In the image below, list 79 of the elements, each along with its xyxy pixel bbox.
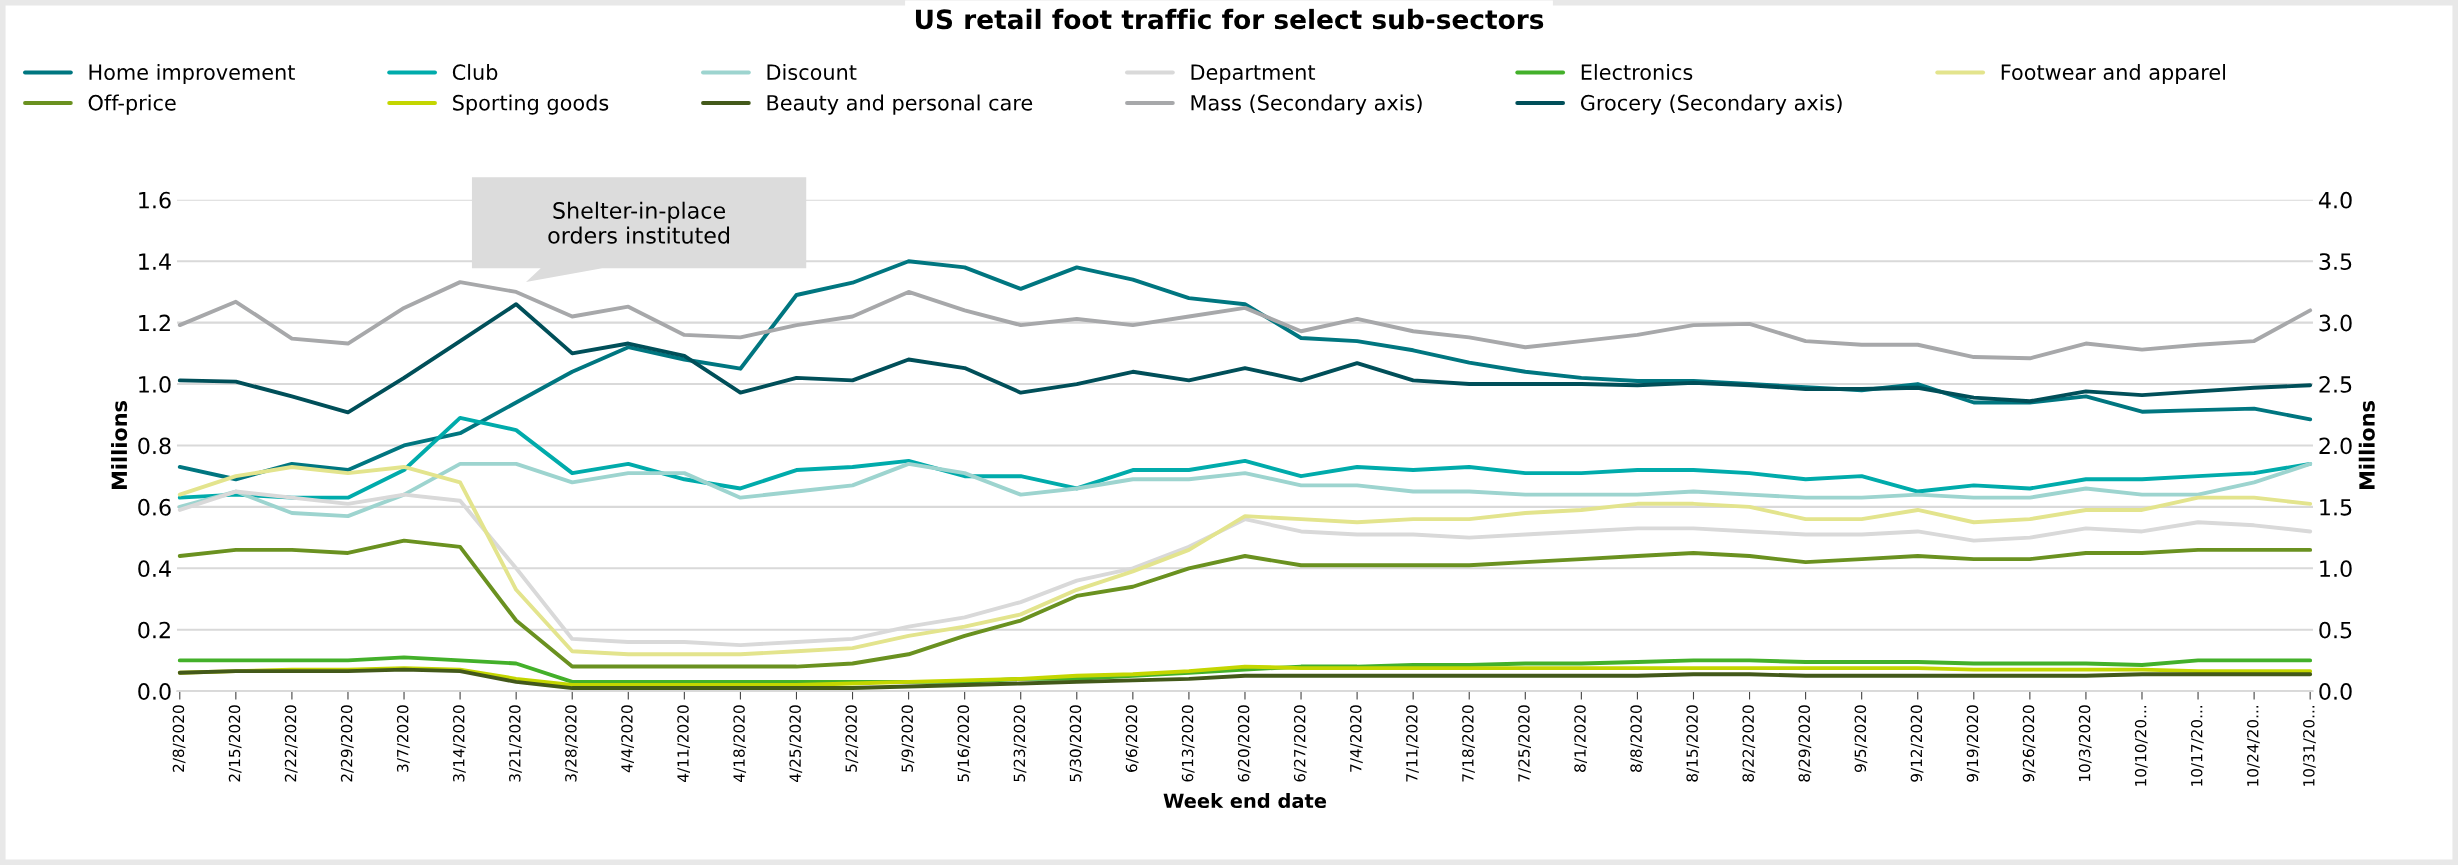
x-tick-label: 10/17/20... — [2190, 705, 2204, 786]
y-tick-label: 0.0 — [138, 683, 171, 700]
x-tick-label: 10/3/2020 — [2078, 705, 2092, 781]
x-tick-label: 4/25/2020 — [789, 705, 803, 782]
legend-label: Off-price — [88, 94, 176, 115]
x-tick-label: 7/11/2020 — [1406, 705, 1419, 782]
annotation: Shelter-in-place orders instituted — [548, 201, 730, 244]
legend-label: Department — [1191, 64, 1316, 85]
legend-label: Club — [452, 63, 498, 81]
y-tick-label: 1.6 — [139, 191, 171, 209]
y-tick-label: 1.2 — [139, 314, 170, 332]
line-series — [177, 465, 2313, 657]
x-tick-label: 2/29/2020 — [340, 705, 354, 782]
x-tick-label: 4/18/2020 — [733, 705, 747, 782]
x-tick-label: 7/18/2020 — [1462, 705, 1475, 782]
legend-label: Home improvement — [89, 63, 295, 85]
x-tick-label: 5/9/2020 — [901, 705, 915, 772]
legend-label: Footwear and apparel — [2001, 63, 2225, 85]
legend-label: Beauty and personal care — [767, 94, 1033, 115]
y-tick-label: 0.2 — [138, 621, 170, 639]
x-tick-label: 2/22/2020 — [284, 705, 298, 782]
x-tick-label: 5/16/2020 — [957, 705, 971, 782]
x-tick-label: 2/8/2020 — [172, 705, 186, 772]
y-axis-title: Millions — [111, 401, 128, 489]
x-tick-label: 7/4/2020 — [1349, 705, 1363, 772]
x-tick-label: 3/14/2020 — [452, 705, 466, 782]
x-tick-label: 5/30/2020 — [1069, 705, 1083, 782]
x-tick-label: 10/24/20... — [2246, 705, 2260, 786]
y-tick-label: 0.6 — [138, 498, 171, 516]
y2-axis-title: Millions — [2358, 401, 2375, 489]
x-tick-label: 4/11/2020 — [677, 705, 690, 782]
x-tick-label: 5/2/2020 — [845, 705, 859, 772]
x-tick-label: 5/23/2020 — [1013, 705, 1027, 782]
line-series — [177, 461, 2313, 519]
x-tick-label: 7/25/2020 — [1518, 705, 1531, 782]
chart-title: US retail foot traffic for select sub-sectors — [915, 8, 1544, 30]
y-tick-label: 0.4 — [138, 560, 171, 578]
x-tick-label: 3/21/2020 — [509, 705, 522, 782]
y2-tick-label: 0.5 — [2319, 621, 2352, 639]
x-tick-label: 10/10/20... — [2134, 705, 2148, 786]
y2-tick-label: 0.0 — [2319, 683, 2352, 700]
x-tick-label: 9/5/2020 — [1854, 705, 1868, 772]
x-tick-label: 6/13/2020 — [1181, 705, 1195, 782]
x-tick-label: 6/27/2020 — [1293, 705, 1307, 782]
y-tick-label: 0.8 — [138, 437, 171, 455]
legend-label: Electronics — [1581, 63, 1693, 81]
x-axis-title: Week end date — [1163, 793, 1327, 809]
y2-tick-label: 1.0 — [2320, 560, 2352, 578]
x-tick-label: 4/4/2020 — [621, 705, 634, 773]
y2-tick-label: 2.0 — [2319, 437, 2352, 455]
y2-tick-label: 2.5 — [2319, 376, 2352, 393]
x-tick-label: 8/8/2020 — [1630, 705, 1644, 772]
x-tick-label: 3/28/2020 — [565, 705, 578, 782]
x-tick-label: 9/12/2020 — [1910, 705, 1924, 782]
y2-tick-label: 3.0 — [2319, 314, 2352, 332]
line-series — [177, 489, 2313, 648]
x-tick-label: 6/20/2020 — [1237, 705, 1251, 782]
line-series — [177, 302, 2313, 415]
x-tick-label: 8/22/2020 — [1742, 705, 1756, 782]
legend-label: Mass (Secondary axis) — [1191, 94, 1422, 115]
legend-label: Grocery (Secondary axis) — [1580, 94, 1842, 115]
x-tick-label: 9/26/2020 — [2022, 705, 2036, 782]
line-series — [177, 538, 2313, 669]
y2-tick-label: 4.0 — [2318, 191, 2352, 209]
x-tick-label: 8/1/2020 — [1574, 705, 1587, 772]
line-series — [177, 280, 2313, 361]
x-tick-label: 6/6/2020 — [1125, 705, 1139, 772]
x-tick-label: 10/31/20... — [2303, 705, 2316, 786]
x-tick-label: 8/15/2020 — [1686, 705, 1700, 782]
x-tick-label: 9/19/2020 — [1966, 705, 1980, 782]
y-tick-label: 1.0 — [139, 376, 171, 393]
x-tick-label: 3/7/2020 — [396, 705, 410, 772]
y-tick-label: 1.4 — [139, 253, 171, 270]
x-tick-label: 2/15/2020 — [228, 705, 242, 782]
y2-tick-label: 1.5 — [2320, 499, 2352, 516]
x-tick-label: 8/29/2020 — [1798, 705, 1812, 782]
legend-label: Sporting goods — [453, 94, 609, 115]
legend-label: Discount — [767, 63, 857, 81]
y2-tick-label: 3.5 — [2319, 253, 2352, 270]
